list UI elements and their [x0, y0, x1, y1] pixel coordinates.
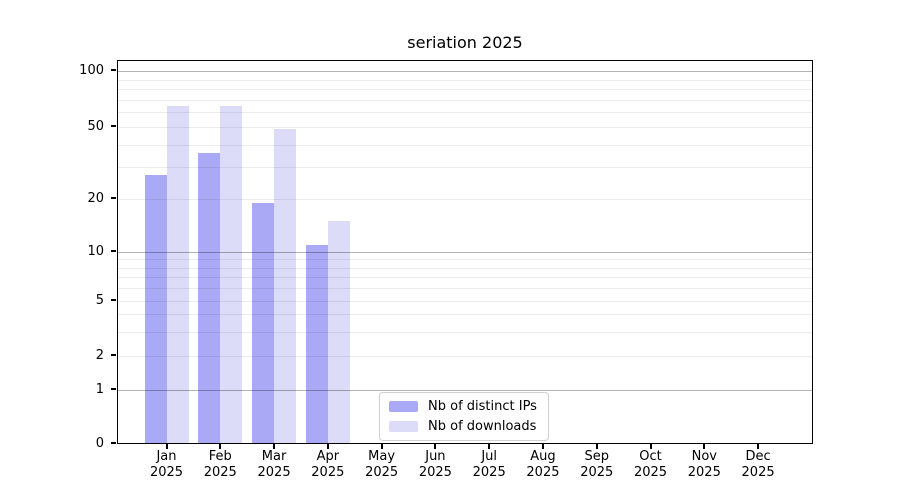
- x-tick-label-oct: Oct 2025: [633, 449, 668, 480]
- gridline-2: [118, 356, 812, 357]
- y-tick-label-100: 100: [79, 63, 104, 78]
- downloads-swatch-icon: [389, 421, 418, 432]
- y-tick-label-20: 20: [87, 191, 104, 206]
- x-tick-mark: [757, 444, 760, 449]
- bar-distinct-ips-mar: [252, 202, 275, 443]
- y-tick-label-5: 5: [95, 293, 104, 308]
- x-tick-label-may: May 2025: [365, 449, 399, 480]
- gridline-10: [118, 252, 812, 253]
- x-tick-mark: [326, 444, 329, 449]
- x-tick-mark: [219, 444, 222, 449]
- x-tick-mark: [273, 444, 276, 449]
- x-tick-label-mar: Mar 2025: [257, 449, 291, 480]
- gridline-40: [118, 144, 812, 146]
- bar-downloads-mar: [274, 128, 297, 443]
- y-tick-mark: [111, 442, 116, 444]
- x-tick-mark: [649, 444, 652, 449]
- gridline-100: [118, 71, 812, 72]
- x-tick-mark: [595, 444, 598, 449]
- gridline-20: [118, 199, 812, 200]
- gridline-6: [118, 288, 812, 290]
- gridline-50: [118, 127, 812, 128]
- y-tick-mark: [111, 197, 116, 199]
- bar-distinct-ips-apr: [305, 244, 328, 443]
- gridline-80: [118, 89, 812, 91]
- x-tick-mark: [434, 444, 437, 449]
- y-tick-label-1: 1: [95, 382, 104, 397]
- gridline-7: [118, 277, 812, 279]
- gridline-90: [118, 79, 812, 81]
- gridline-4: [118, 314, 812, 316]
- bar-downloads-jan: [166, 105, 189, 443]
- x-tick-label-sep: Sep 2025: [580, 449, 614, 480]
- gridline-70: [118, 99, 812, 101]
- x-tick-mark: [703, 444, 706, 449]
- legend-item-downloads: Nb of downloads: [389, 419, 537, 434]
- y-tick-label-0: 0: [95, 436, 104, 451]
- y-tick-mark: [111, 354, 116, 356]
- x-tick-label-dec: Dec 2025: [741, 449, 775, 480]
- x-tick-label-aug: Aug 2025: [526, 449, 560, 480]
- x-tick-label-feb: Feb 2025: [203, 449, 237, 480]
- y-tick-label-10: 10: [87, 244, 104, 259]
- y-tick-label-50: 50: [87, 119, 104, 134]
- x-tick-mark: [380, 444, 383, 449]
- x-tick-label-apr: Apr 2025: [311, 449, 345, 480]
- x-tick-mark: [488, 444, 491, 449]
- gridline-1: [118, 390, 812, 391]
- x-tick-label-jan: Jan 2025: [149, 449, 184, 480]
- gridline-5: [118, 301, 812, 302]
- legend-item-distinct-ips: Nb of distinct IPs: [389, 399, 537, 414]
- gridline-60: [118, 112, 812, 114]
- y-tick-mark: [111, 299, 116, 301]
- legend-label: Nb of downloads: [428, 419, 537, 434]
- chart-title: seriation 2025: [407, 33, 523, 52]
- gridline-3: [118, 331, 812, 333]
- y-tick-mark: [111, 250, 116, 252]
- x-tick-label-nov: Nov 2025: [687, 449, 721, 480]
- y-tick-mark: [111, 69, 116, 71]
- legend: Nb of distinct IPs Nb of downloads: [379, 392, 549, 441]
- x-tick-mark: [165, 444, 168, 449]
- bar-downloads-feb: [220, 105, 243, 443]
- x-tick-mark: [541, 444, 544, 449]
- x-tick-label-jun: Jun 2025: [418, 449, 452, 480]
- bar-distinct-ips-feb: [198, 152, 221, 443]
- legend-label: Nb of distinct IPs: [428, 399, 537, 414]
- x-tick-label-jul: Jul 2025: [472, 449, 506, 480]
- plot-area: Nb of distinct IPs Nb of downloads: [117, 60, 813, 444]
- y-tick-label-2: 2: [95, 348, 104, 363]
- y-tick-mark: [111, 125, 116, 127]
- gridline-30: [118, 167, 812, 169]
- bar-distinct-ips-jan: [144, 175, 167, 443]
- bar-downloads-apr: [327, 220, 350, 443]
- distinct-ips-swatch-icon: [389, 401, 418, 412]
- gridline-9: [118, 259, 812, 261]
- gridline-8: [118, 267, 812, 269]
- y-tick-mark: [111, 388, 116, 390]
